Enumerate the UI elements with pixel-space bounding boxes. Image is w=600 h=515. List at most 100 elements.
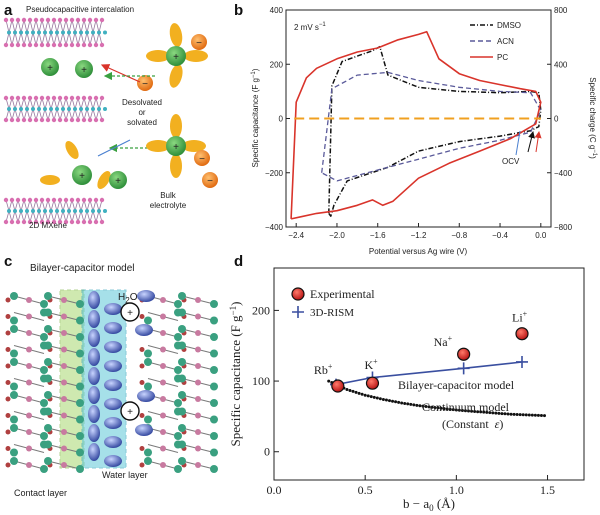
continuum-point (430, 405, 434, 409)
chain-atom (160, 462, 166, 468)
continuum-point (457, 408, 461, 412)
mxene-atom (93, 117, 99, 123)
water-orbital (104, 436, 122, 448)
water-orbital (104, 417, 122, 429)
chain-atom (144, 448, 152, 457)
continuum-point (448, 407, 452, 411)
chain-atom (195, 412, 201, 419)
chart-d-xtick: 1.5 (540, 483, 555, 497)
chain-atom (61, 445, 67, 452)
mxene-atom (63, 42, 69, 48)
continuum-point (536, 413, 540, 417)
continuum-point (518, 413, 522, 417)
mxene-atom (81, 117, 87, 123)
mxene-atom (33, 95, 39, 101)
continuum-point (463, 409, 467, 413)
legend-dmso: DMSO (497, 21, 521, 30)
mxene-atom (15, 95, 21, 101)
water-orbital (104, 455, 122, 467)
chain-atom (76, 432, 84, 440)
mxene-atom (3, 17, 9, 23)
mxene-atom (81, 42, 87, 48)
chain-atom (5, 462, 11, 468)
continuum-annotation: Continuum model (422, 400, 510, 414)
continuum-point (357, 391, 361, 395)
cv-curve-dmso (328, 45, 542, 217)
mxene-atom (25, 30, 29, 35)
continuum-point (381, 397, 385, 401)
mxene-atom (45, 117, 51, 123)
scan-rate-label: 2 mV s−1 (294, 22, 326, 32)
mxene-atom (25, 209, 29, 213)
solvated-cation-intercalated: + (40, 140, 111, 190)
mxene-atom (75, 197, 81, 203)
chain-atom (61, 330, 67, 336)
chain-atom (26, 412, 32, 419)
mxene-atom (21, 17, 27, 23)
chain-atom (144, 358, 152, 366)
intercalated-cation: + (75, 60, 93, 78)
mxene-atom (27, 117, 33, 123)
mxene-atom (85, 107, 89, 111)
chain-atom (44, 358, 52, 366)
chart-b-ytick: 0 (279, 115, 284, 124)
chart-b-y2tick: −400 (554, 169, 573, 178)
chain-atom (210, 415, 218, 424)
mxene-atom (31, 209, 35, 213)
ion-label: Na+ (434, 334, 453, 349)
mxene-atom (39, 42, 45, 48)
chain-atom (76, 366, 84, 374)
chain-atom (44, 308, 52, 317)
chain-atom (40, 300, 48, 308)
mxene-atom (45, 219, 51, 225)
continuum-annotation-2: (Constant ε) (442, 417, 503, 431)
water-orbital (104, 303, 122, 315)
chain-atom (195, 330, 201, 336)
mxene-atom (13, 30, 17, 35)
mxene-atom (75, 42, 81, 48)
mxene-atom (3, 42, 9, 48)
chart-b-ytick: 400 (270, 6, 284, 15)
chain-atom (26, 313, 32, 320)
chain-atom (5, 380, 11, 385)
continuum-point (418, 404, 422, 408)
water-orbital (137, 290, 155, 302)
continuum-point (527, 413, 531, 417)
mxene-atom (39, 219, 45, 225)
continuum-point (482, 410, 486, 414)
solvated-label: solvated (127, 118, 157, 127)
ion-label: Li+ (512, 310, 528, 325)
mxene-atom (9, 197, 15, 203)
chain-atom (10, 391, 18, 399)
chain-atom (40, 366, 48, 374)
experimental-point (457, 347, 471, 361)
mxene-atom (69, 95, 75, 101)
mxene-atom (61, 30, 65, 35)
mxene-atom (91, 107, 95, 111)
chain-atom (174, 399, 182, 407)
chart-b-xtick: −2.4 (288, 231, 304, 240)
cation-upper: + (120, 302, 140, 322)
chain-atom (178, 424, 186, 432)
chain-atom (5, 314, 11, 319)
mxene-atom (27, 42, 33, 48)
chain-atom (44, 457, 52, 465)
chain-atom (160, 396, 166, 402)
chain-atom (61, 396, 67, 402)
chart-d-ticks: 0.0 0.5 1.0 1.5 0 100 200 (252, 303, 555, 497)
mxene-atom (15, 17, 21, 23)
chain-atom (160, 363, 166, 369)
continuum-point (473, 409, 477, 413)
continuum-point (506, 412, 510, 416)
mxene-atom (33, 197, 39, 203)
chain-atom (76, 382, 84, 391)
svg-text:−: − (196, 38, 202, 49)
chart-b-ticks: −2.4 −2.0 −1.6 −1.2 −0.8 −0.4 0.0 −400 −200 0 200 4… (265, 6, 573, 240)
water-orbital (88, 443, 100, 461)
panel-b: b −2.4 −2.0 −1.6 −1.2 −0.8 −0.4 0.0 −400 −200 0 20… (234, 2, 597, 256)
mxene-atom (15, 117, 21, 123)
mxene-atom (3, 95, 9, 101)
mxene-atom (51, 17, 57, 23)
mxene-atom (93, 17, 99, 23)
chain-atom (144, 457, 152, 465)
